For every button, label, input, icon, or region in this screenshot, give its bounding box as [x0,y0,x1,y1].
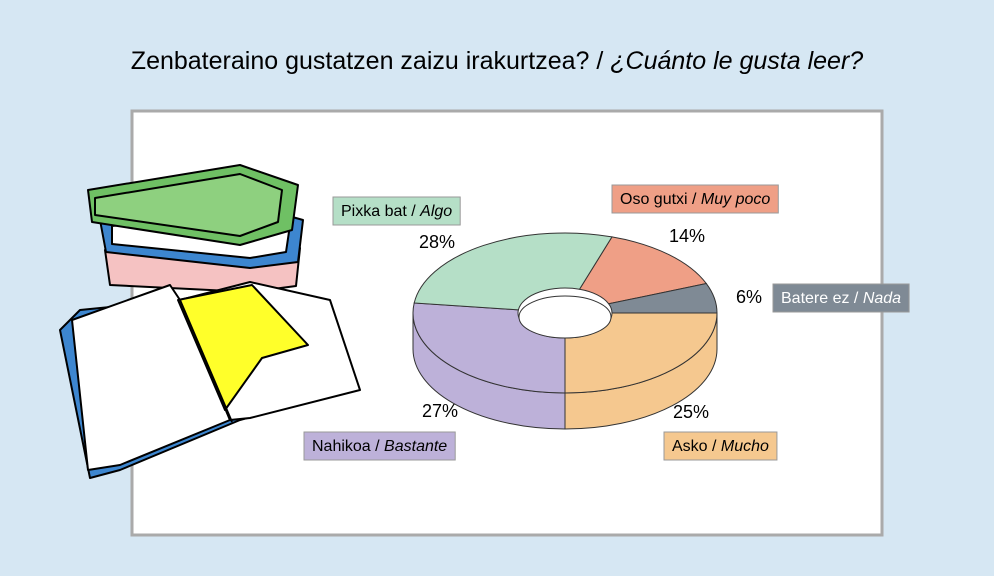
category-basque: Nahikoa / [312,438,384,455]
category-spanish: Bastante [384,438,447,455]
category-basque: Batere ez / [781,290,863,307]
donut-hole [519,296,611,338]
category-basque: Oso gutxi / [620,191,701,208]
category-basque: Pixka bat / [341,203,420,220]
category-label: Nahikoa / Bastante [312,438,447,455]
chart-title: Zenbateraino gustatzen zaizu irakurtzea?… [131,47,863,75]
category-spanish: Algo [419,203,452,220]
chart: Zenbateraino gustatzen zaizu irakurtzea?… [0,0,994,576]
value-label: 28% [419,232,455,252]
value-label: 14% [669,226,705,246]
category-spanish: Mucho [721,438,769,455]
donut-chart [413,233,717,429]
category-label: Batere ez / Nada [781,290,901,307]
category-basque: Asko / [672,438,721,455]
value-label: 25% [673,402,709,422]
title-spanish: ¿Cuánto le gusta leer? [610,47,863,75]
category-spanish: Nada [863,290,901,307]
category-label: Pixka bat / Algo [341,203,452,220]
title-basque: Zenbateraino gustatzen zaizu irakurtzea?… [131,47,610,75]
value-label: 27% [422,401,458,421]
category-label: Asko / Mucho [672,438,769,455]
value-label: 6% [736,287,762,307]
category-spanish: Muy poco [701,191,770,208]
category-label: Oso gutxi / Muy poco [620,191,770,208]
